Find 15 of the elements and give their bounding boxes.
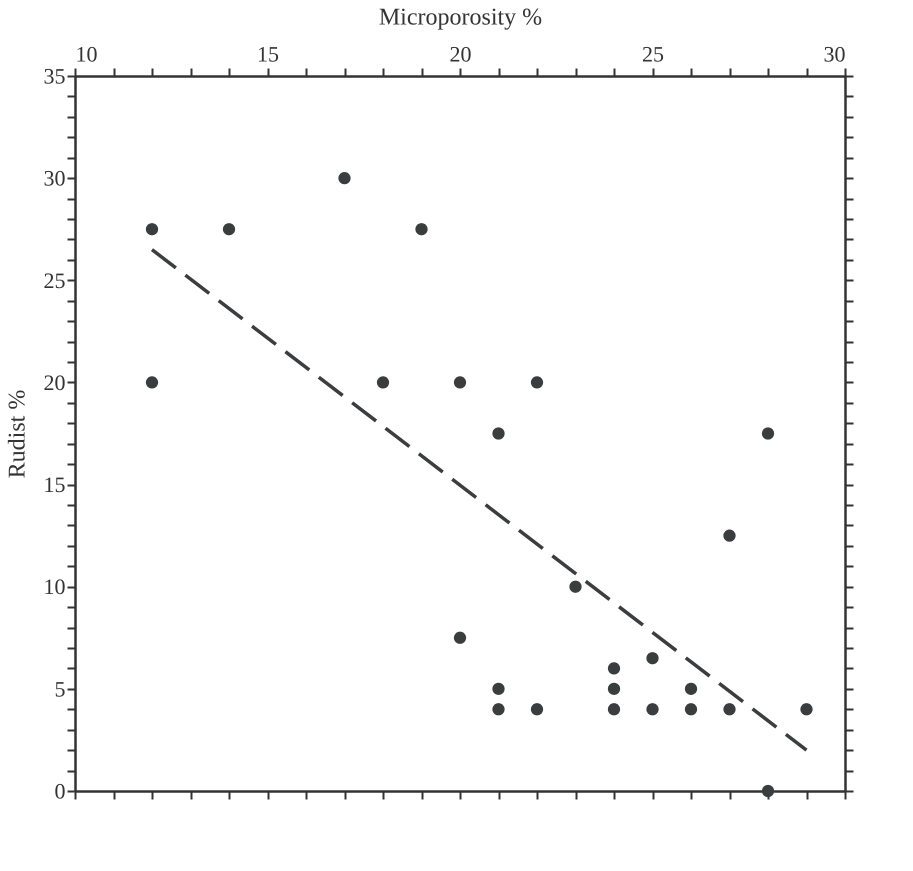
y-tick-label: 5	[54, 676, 66, 702]
y-tick-label: 30	[44, 166, 66, 191]
y-tick-label: 0	[54, 778, 66, 804]
x-tick-label: 15	[257, 42, 279, 66]
y-axis-title: Rudist %	[4, 390, 30, 478]
y-tick-label: 20	[44, 370, 66, 395]
x-tick-label: 25	[642, 42, 664, 66]
x-tick-label: 10	[76, 42, 98, 66]
y-tick-label: 35	[44, 64, 66, 88]
x-tick-label: 20	[450, 42, 472, 66]
y-tick-label: 25	[44, 268, 66, 293]
y-tick-label: 15	[44, 472, 66, 498]
y-tick-label: 10	[44, 574, 66, 600]
x-axis-title: Microporosity %	[378, 4, 542, 30]
x-tick-label: 30	[824, 42, 846, 66]
